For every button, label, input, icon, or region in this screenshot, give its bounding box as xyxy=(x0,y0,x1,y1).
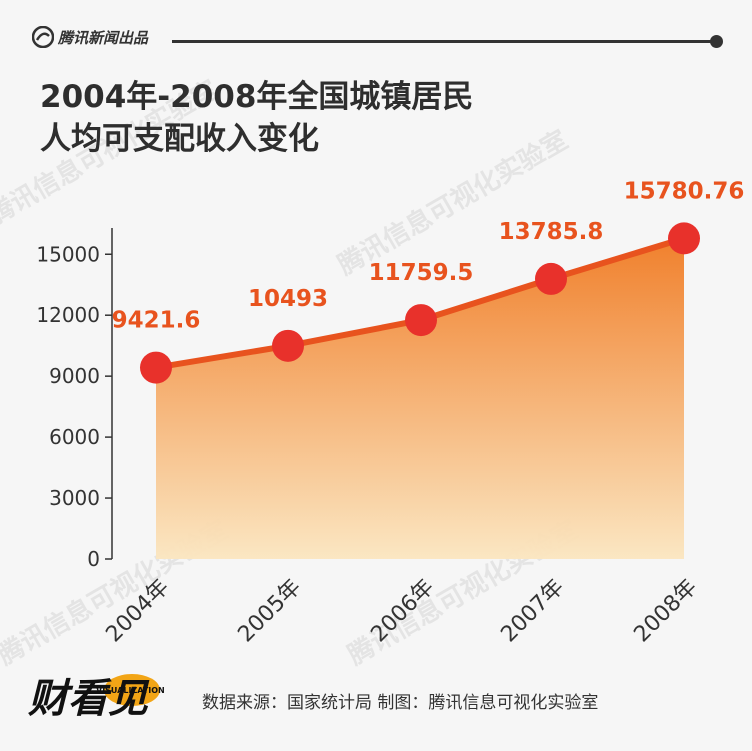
data-label: 15780.76 xyxy=(624,178,745,204)
header-rule-dot xyxy=(710,35,723,48)
y-tick-label: 12000 xyxy=(36,303,100,327)
data-point xyxy=(668,222,700,255)
series-area xyxy=(156,238,684,560)
header-rule xyxy=(172,40,716,43)
data-label: 13785.8 xyxy=(499,219,604,245)
x-tick-label: 2004年 xyxy=(101,575,174,648)
brand: 腾讯新闻出品 xyxy=(32,26,148,48)
x-tick-label: 2007年 xyxy=(496,575,569,648)
data-point xyxy=(535,262,567,295)
chart-title-line2: 人均可支配收入变化 xyxy=(40,121,319,157)
data-label: 10493 xyxy=(248,286,328,312)
data-label: 9421.6 xyxy=(112,308,201,334)
x-tick-label: 2008年 xyxy=(629,575,702,648)
data-point xyxy=(272,329,304,362)
y-tick-label: 9000 xyxy=(49,364,100,388)
chart-title-line1: 2004年-2008年全国城镇居民 xyxy=(40,79,474,115)
y-tick-label: 6000 xyxy=(49,425,100,449)
tencent-news-icon xyxy=(32,26,54,48)
data-label: 11759.5 xyxy=(369,260,474,286)
x-tick-label: 2006年 xyxy=(366,575,439,648)
data-point xyxy=(405,304,437,337)
header-bar: 腾讯新闻出品 xyxy=(24,26,728,56)
y-tick-label: 3000 xyxy=(49,486,100,510)
data-point xyxy=(140,351,172,384)
brand-name: 腾讯新闻出品 xyxy=(58,28,149,47)
x-tick-label: 2005年 xyxy=(233,575,306,648)
data-source: 数据来源：国家统计局 制图：腾讯信息可视化实验室 xyxy=(202,693,599,713)
logo-main-text: 财看见 xyxy=(28,676,150,722)
chart-title: 2004年-2008年全国城镇居民 人均可支配收入变化 xyxy=(40,76,473,160)
y-tick-label: 0 xyxy=(87,547,100,571)
logo-sub-text: VISUALIZATION xyxy=(96,686,165,695)
y-tick-label: 15000 xyxy=(36,242,100,266)
caikanjian-logo: 财看见 VISUALIZATION xyxy=(28,674,165,722)
